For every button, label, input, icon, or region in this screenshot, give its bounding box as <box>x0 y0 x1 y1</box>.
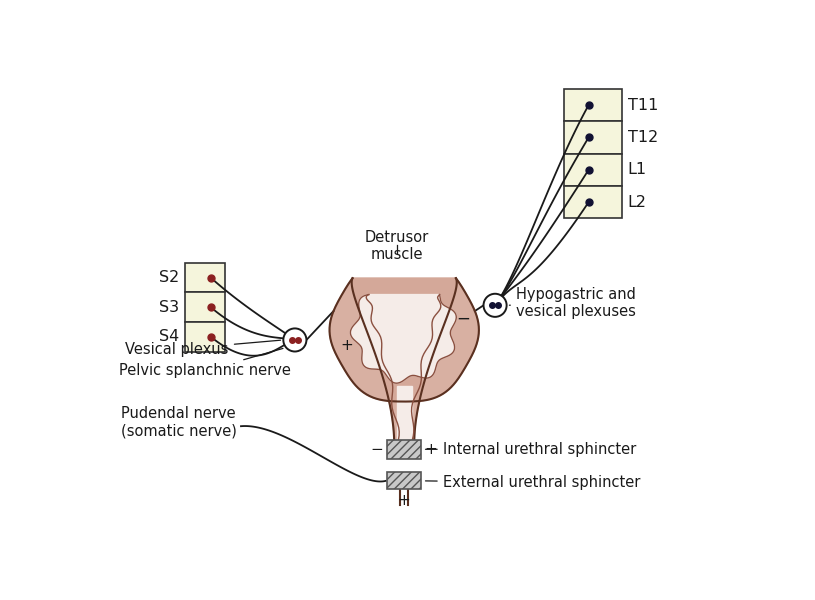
Circle shape <box>483 294 507 317</box>
Text: +: + <box>424 442 437 457</box>
Text: Pudendal nerve
(somatic nerve): Pudendal nerve (somatic nerve) <box>121 406 236 439</box>
Polygon shape <box>397 386 412 444</box>
Text: T11: T11 <box>628 98 658 113</box>
Text: T12: T12 <box>628 130 658 145</box>
Text: External urethral sphincter: External urethral sphincter <box>425 475 640 490</box>
Text: +: + <box>340 338 353 353</box>
Text: L2: L2 <box>628 194 646 209</box>
Polygon shape <box>329 278 479 401</box>
Text: S4: S4 <box>159 329 179 344</box>
Bar <box>564 154 622 186</box>
Polygon shape <box>350 295 456 383</box>
Bar <box>387 440 421 458</box>
Text: −: − <box>456 310 470 328</box>
Text: Internal urethral sphincter: Internal urethral sphincter <box>425 442 636 457</box>
Text: S2: S2 <box>159 270 179 285</box>
Bar <box>387 472 421 490</box>
Bar <box>564 89 622 121</box>
Text: Detrusor
muscle: Detrusor muscle <box>364 230 429 262</box>
Text: Pelvic splanchnic nerve: Pelvic splanchnic nerve <box>119 349 291 378</box>
Bar <box>564 186 622 218</box>
Text: Hypogastric and
vesical plexuses: Hypogastric and vesical plexuses <box>509 287 636 319</box>
Text: −: − <box>370 442 383 457</box>
Circle shape <box>284 328 306 352</box>
Polygon shape <box>352 278 456 444</box>
Bar <box>185 292 225 322</box>
Text: S3: S3 <box>159 300 179 315</box>
Bar <box>185 263 225 292</box>
Text: L1: L1 <box>628 162 646 177</box>
Bar <box>185 322 225 352</box>
Text: Vesical plexus: Vesical plexus <box>126 340 280 356</box>
Text: +: + <box>398 493 411 508</box>
Bar <box>564 121 622 154</box>
